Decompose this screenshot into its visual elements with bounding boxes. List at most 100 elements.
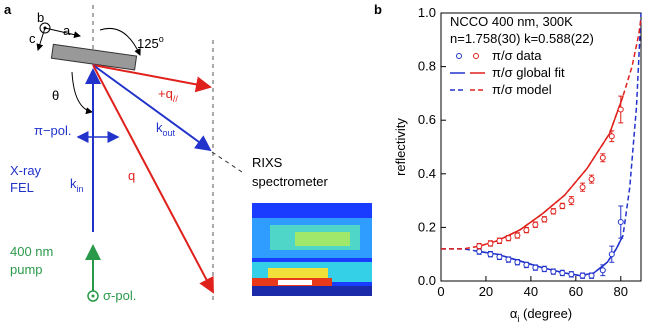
- data-point: [523, 261, 530, 268]
- x-tick-label: 80: [614, 284, 628, 299]
- angle-value: 125: [137, 36, 159, 51]
- data-point: [579, 272, 586, 279]
- data-point: [541, 216, 548, 223]
- x-label-main: α: [510, 306, 518, 321]
- data-point: [608, 133, 615, 140]
- curve: [478, 95, 624, 247]
- axis-arrow: [36, 27, 46, 51]
- data-point: [599, 154, 606, 161]
- y-tick-label: 1.0: [418, 5, 436, 20]
- legend-label: π/σ data: [492, 48, 542, 63]
- k-sub: out: [163, 128, 176, 138]
- data-point: [541, 265, 548, 272]
- plot-frame: [440, 12, 642, 282]
- q-sub: //: [173, 94, 179, 104]
- data-point: [487, 251, 494, 258]
- legend-marker: [456, 53, 462, 59]
- data-point: [599, 267, 606, 274]
- pi-pol-label: π−pol.: [34, 123, 72, 138]
- rixs-label: spectrometer: [252, 174, 329, 189]
- annotation: NCCO 400 nm, 300K: [450, 14, 573, 29]
- axis-b-symbol: [39, 22, 51, 34]
- axis-label: a: [63, 23, 71, 38]
- theta-arc: [71, 71, 93, 115]
- rixs-label: RIXS: [252, 155, 283, 170]
- data-point: [476, 248, 483, 255]
- sample: [50, 43, 138, 71]
- data-point: [532, 264, 539, 271]
- q-arrow: [92, 64, 214, 294]
- sigma-dot: [91, 294, 95, 298]
- data-point: [568, 271, 575, 278]
- k-out-arrow: [92, 64, 212, 152]
- q-parallel-arrow: [92, 64, 212, 93]
- axis-arrow: [44, 27, 81, 39]
- k-out-label: kout: [156, 120, 176, 138]
- data-point: [514, 232, 521, 239]
- data-point: [505, 235, 512, 242]
- y-tick-label: 0.0: [418, 273, 436, 288]
- data-point: [505, 256, 512, 263]
- data-point: [496, 237, 503, 244]
- data-point: [487, 240, 494, 247]
- q-label: q: [128, 168, 135, 183]
- axis-label: c: [29, 31, 36, 46]
- data-point: [532, 221, 539, 228]
- data-point: [617, 219, 624, 226]
- data-point: [476, 243, 483, 250]
- angle-arc: [99, 28, 141, 56]
- angle-label: 125o: [137, 34, 164, 51]
- panel-label: a: [4, 2, 12, 17]
- data-point: [568, 197, 575, 204]
- legend-label: π/σ global fit: [492, 65, 565, 80]
- sigma-pol-label: σ-pol.: [103, 288, 136, 303]
- data-point: [523, 227, 530, 234]
- y-axis-label: reflectivity: [393, 118, 408, 176]
- x-axis-label: αi (degree): [510, 306, 572, 324]
- xray-label: X-ray: [10, 163, 42, 178]
- k-in-label: kin: [70, 176, 84, 194]
- k-out-extension: [211, 151, 243, 173]
- xray-label: FEL: [10, 180, 34, 195]
- rixs-image: [252, 203, 372, 296]
- y-tick-label: 0.4: [418, 166, 436, 181]
- legend-marker: [473, 53, 479, 59]
- k-sub: in: [77, 184, 84, 194]
- data-point: [588, 272, 595, 279]
- x-tick-label: 40: [524, 284, 538, 299]
- data-point: [559, 202, 566, 209]
- q-parallel-label: +q//: [158, 86, 178, 104]
- data-point: [550, 208, 557, 215]
- k-main: k: [156, 120, 163, 135]
- x-tick-label: 0: [437, 284, 444, 299]
- data-point: [559, 269, 566, 276]
- annotation: n=1.758(30) k=0.588(22): [450, 31, 594, 46]
- x-tick-label: 20: [479, 284, 493, 299]
- data-point: [550, 268, 557, 275]
- data-point: [579, 184, 586, 191]
- y-tick-label: 0.2: [418, 219, 436, 234]
- panel-b: b reflectivity αi (degree) NCCO 400 nm, …: [374, 2, 642, 324]
- k-main: k: [70, 176, 77, 191]
- theta-label: θ: [52, 88, 59, 103]
- data-point: [608, 251, 615, 258]
- data-point: [514, 259, 521, 266]
- x-label-rest: (degree): [519, 306, 572, 321]
- panel-a: a b a c 125o θ +q// kout q kin π−pol. X-…: [4, 2, 372, 303]
- pump-label: pump: [10, 262, 43, 277]
- legend-label: π/σ model: [492, 82, 552, 97]
- data-point: [617, 106, 624, 113]
- y-tick-label: 0.8: [418, 59, 436, 74]
- x-label-sub: i: [517, 314, 519, 324]
- q-main: +q: [158, 86, 173, 101]
- data-point: [496, 253, 503, 260]
- axis-label: b: [37, 10, 44, 25]
- x-tick-label: 60: [569, 284, 583, 299]
- y-tick-label: 0.6: [418, 112, 436, 127]
- pump-label: 400 nm: [10, 244, 53, 259]
- angle-sup: o: [159, 34, 164, 44]
- panel-label: b: [374, 2, 382, 17]
- data-point: [588, 176, 595, 183]
